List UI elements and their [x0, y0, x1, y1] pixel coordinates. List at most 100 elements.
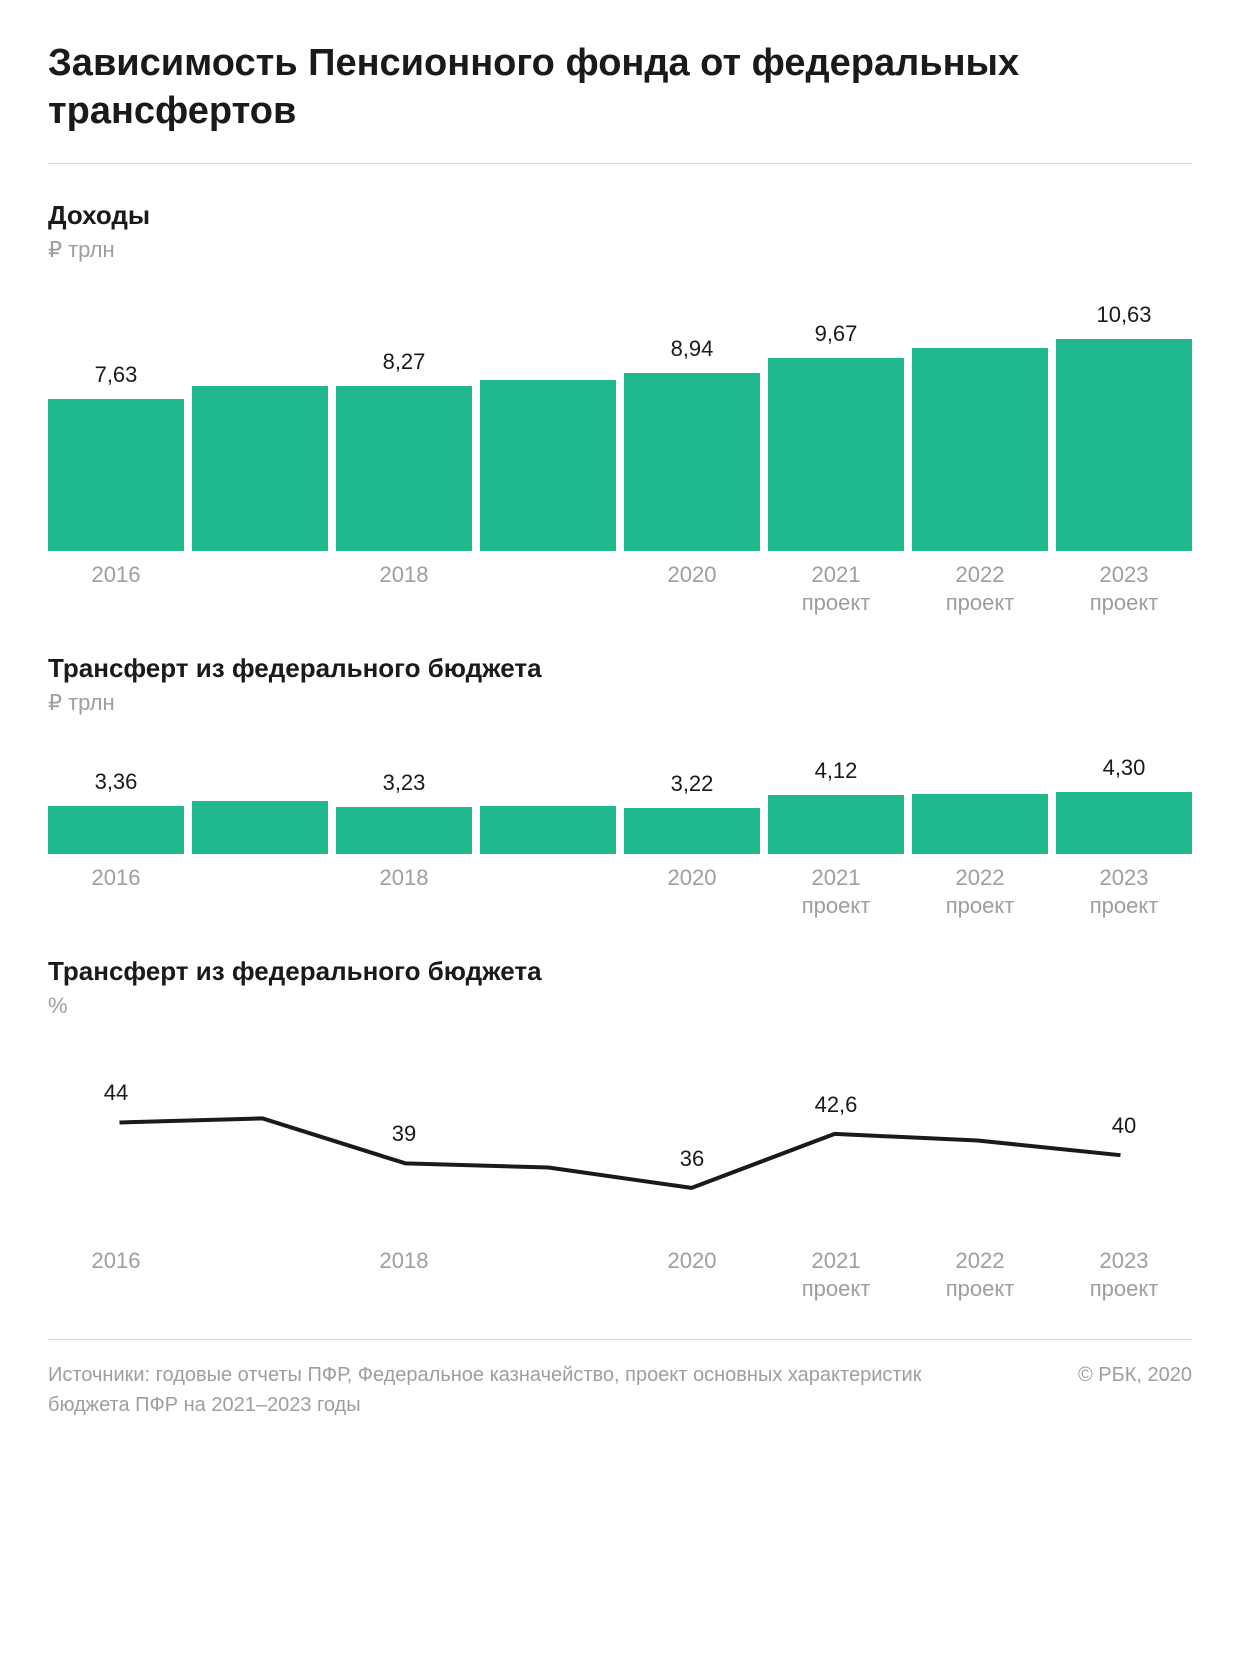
bar: 10,63 — [1056, 301, 1192, 551]
line-point — [912, 1057, 1048, 1237]
bar-value-label: 9,67 — [768, 320, 904, 348]
bar-rect — [624, 808, 760, 854]
chart2-title: Трансферт из федерального бюджета — [48, 653, 1192, 684]
footer: Источники: годовые отчеты ПФР, Федеральн… — [48, 1360, 1192, 1420]
bar: 8,94 — [624, 335, 760, 551]
xaxis-label: 2018 — [336, 1247, 472, 1303]
chart1-title: Доходы — [48, 200, 1192, 231]
chart2-bars: 3,363,233,224,124,30 — [48, 754, 1192, 854]
bar: 8,27 — [336, 348, 472, 551]
bar-value-label: 8,27 — [336, 348, 472, 376]
line-value-label: 39 — [392, 1121, 416, 1147]
bar-rect — [768, 358, 904, 551]
chart3-labels: 44 39 36 42,6 40 — [48, 1057, 1192, 1237]
bar-value-label — [192, 348, 328, 376]
chart2-unit: ₽ трлн — [48, 690, 1192, 716]
xaxis-label: 2023проект — [1056, 561, 1192, 617]
bar-rect — [192, 801, 328, 854]
xaxis-label: 2016 — [48, 1247, 184, 1303]
line-value-label: 36 — [680, 1146, 704, 1172]
xaxis-label: 2020 — [624, 864, 760, 920]
xaxis-label: 2018 — [336, 561, 472, 617]
bar-value-label — [192, 763, 328, 791]
xaxis-label — [480, 864, 616, 920]
footer-credit: © РБК, 2020 — [1078, 1360, 1192, 1390]
line-value-label: 42,6 — [815, 1092, 858, 1118]
line-point: 36 — [624, 1057, 760, 1237]
bar-rect — [192, 386, 328, 551]
bar-value-label: 8,94 — [624, 335, 760, 363]
bar-rect — [1056, 339, 1192, 551]
chart1-unit: ₽ трлн — [48, 237, 1192, 263]
xaxis-label: 2016 — [48, 561, 184, 617]
bar-value-label: 4,12 — [768, 757, 904, 785]
xaxis-label: 2021проект — [768, 561, 904, 617]
xaxis-label — [480, 1247, 616, 1303]
bar: 4,12 — [768, 757, 904, 854]
bar: 3,23 — [336, 769, 472, 854]
chart2-xaxis: 2016 2018 20202021проект2022проект2023пр… — [48, 864, 1192, 920]
bar — [192, 763, 328, 854]
footer-divider — [48, 1339, 1192, 1340]
bar-value-label — [480, 768, 616, 796]
bar-rect — [336, 807, 472, 854]
chart3-title: Трансферт из федерального бюджета — [48, 956, 1192, 987]
xaxis-label: 2016 — [48, 864, 184, 920]
xaxis-label: 2020 — [624, 1247, 760, 1303]
chart-transfer-abs: Трансферт из федерального бюджета ₽ трлн… — [48, 653, 1192, 920]
line-value-label: 44 — [104, 1080, 128, 1106]
bar: 4,30 — [1056, 754, 1192, 854]
bar-rect — [624, 373, 760, 551]
bar — [912, 310, 1048, 551]
bar-value-label — [480, 342, 616, 370]
title-divider — [48, 163, 1192, 164]
bar-rect — [480, 380, 616, 552]
bar-value-label: 4,30 — [1056, 754, 1192, 782]
xaxis-label: 2021проект — [768, 1247, 904, 1303]
bar — [912, 756, 1048, 854]
xaxis-label — [192, 864, 328, 920]
chart-revenue: Доходы ₽ трлн 7,63 8,27 8,94 9,67 10,63 2016… — [48, 200, 1192, 617]
chart3-plot: 44 39 36 42,6 40 — [48, 1057, 1192, 1237]
bar-rect — [1056, 792, 1192, 854]
bar-value-label: 7,63 — [48, 361, 184, 389]
bar — [480, 768, 616, 854]
xaxis-label — [192, 561, 328, 617]
bar-rect — [480, 806, 616, 854]
chart1-bars: 7,63 8,27 8,94 9,67 10,63 — [48, 301, 1192, 551]
footer-source: Источники: годовые отчеты ПФР, Федеральн… — [48, 1360, 928, 1420]
bar: 3,22 — [624, 770, 760, 854]
xaxis-label: 2020 — [624, 561, 760, 617]
bar — [192, 348, 328, 551]
bar-rect — [768, 795, 904, 854]
chart3-unit: % — [48, 993, 1192, 1019]
line-point: 40 — [1056, 1057, 1192, 1237]
xaxis-label: 2023проект — [1056, 1247, 1192, 1303]
xaxis-label: 2022проект — [912, 864, 1048, 920]
bar-value-label — [912, 310, 1048, 338]
chart1-xaxis: 2016 2018 20202021проект2022проект2023пр… — [48, 561, 1192, 617]
line-point — [480, 1057, 616, 1237]
line-value-label: 40 — [1112, 1113, 1136, 1139]
main-title: Зависимость Пенсионного фонда от федерал… — [48, 40, 1192, 135]
bar-value-label — [912, 756, 1048, 784]
bar-value-label: 3,23 — [336, 769, 472, 797]
line-point: 39 — [336, 1057, 472, 1237]
xaxis-label: 2023проект — [1056, 864, 1192, 920]
xaxis-label: 2021проект — [768, 864, 904, 920]
bar: 7,63 — [48, 361, 184, 551]
xaxis-label: 2018 — [336, 864, 472, 920]
xaxis-label: 2022проект — [912, 561, 1048, 617]
bar-rect — [336, 386, 472, 551]
bar — [480, 342, 616, 552]
chart3-xaxis: 2016 2018 20202021проект2022проект2023пр… — [48, 1247, 1192, 1303]
bar-rect — [48, 806, 184, 854]
line-point — [192, 1057, 328, 1237]
bar-rect — [912, 794, 1048, 854]
bar-rect — [48, 399, 184, 551]
chart-transfer-pct: Трансферт из федерального бюджета % 44 39… — [48, 956, 1192, 1303]
xaxis-label — [192, 1247, 328, 1303]
bar-rect — [912, 348, 1048, 551]
xaxis-label: 2022проект — [912, 1247, 1048, 1303]
bar-value-label: 3,22 — [624, 770, 760, 798]
